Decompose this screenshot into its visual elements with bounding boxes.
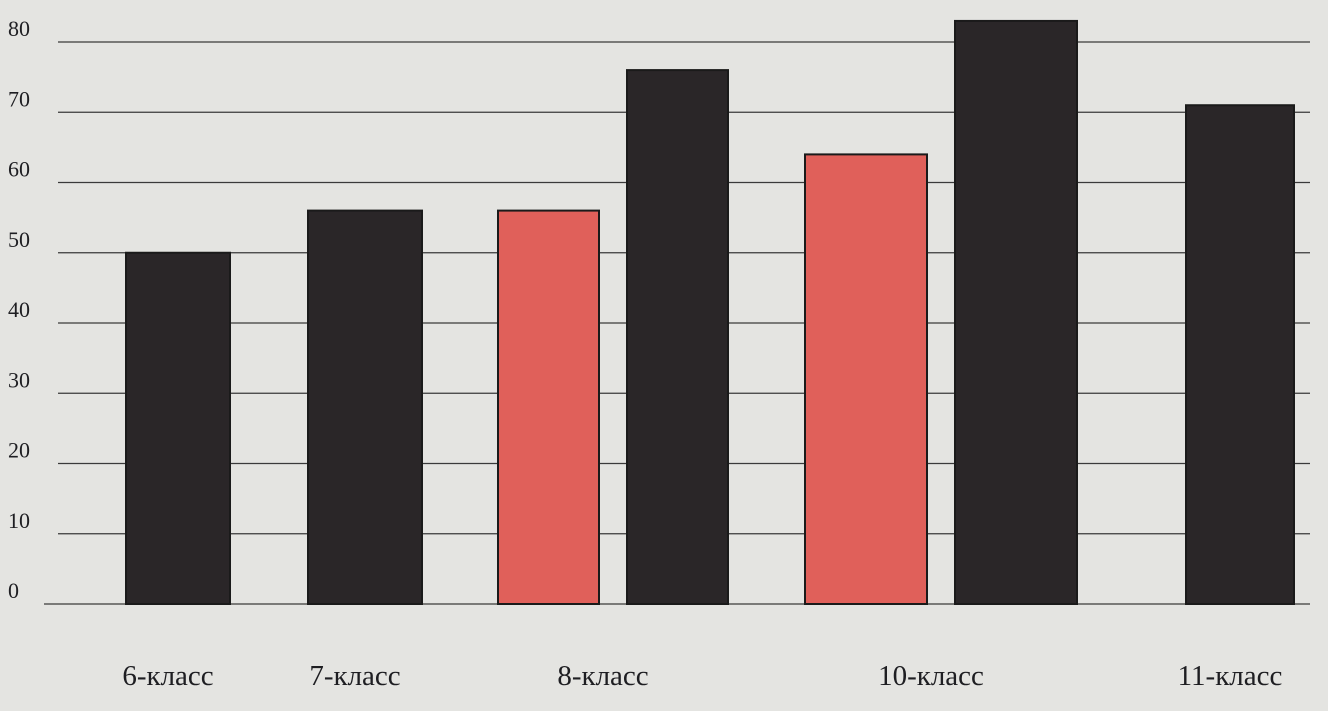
y-axis-ticks: 0 10 20 30 40 50 60 70 80 — [8, 16, 30, 603]
y-tick-label-70: 70 — [8, 86, 30, 111]
bar-dark-5 — [1185, 104, 1295, 605]
y-tick-label-20: 20 — [8, 438, 30, 463]
x-label-1: 6-класс — [122, 660, 213, 692]
bar-dark-1 — [125, 251, 231, 605]
y-tick-label-60: 60 — [8, 157, 30, 182]
bar-highlight-4 — [804, 153, 928, 605]
x-label-2: 7-класс — [309, 660, 400, 692]
y-tick-label-10: 10 — [8, 508, 30, 533]
x-label-5: 11-класс — [1178, 660, 1283, 692]
bars — [125, 19, 1295, 606]
bar-highlight-3 — [497, 209, 600, 605]
x-label-4: 10-класс — [878, 660, 984, 692]
bar-dark-3 — [626, 69, 729, 606]
x-label-3: 8-класс — [557, 660, 648, 692]
x-axis-labels: 6-класс 7-класс 8-класс 10-класс 11-класс — [122, 660, 1282, 692]
y-tick-label-0: 0 — [8, 578, 19, 603]
bar-dark-4 — [954, 19, 1078, 606]
y-tick-label-40: 40 — [8, 297, 30, 322]
y-tick-label-30: 30 — [8, 367, 30, 392]
y-tick-label-50: 50 — [8, 227, 30, 252]
y-tick-label-80: 80 — [8, 16, 30, 41]
bar-dark-2 — [307, 209, 423, 605]
